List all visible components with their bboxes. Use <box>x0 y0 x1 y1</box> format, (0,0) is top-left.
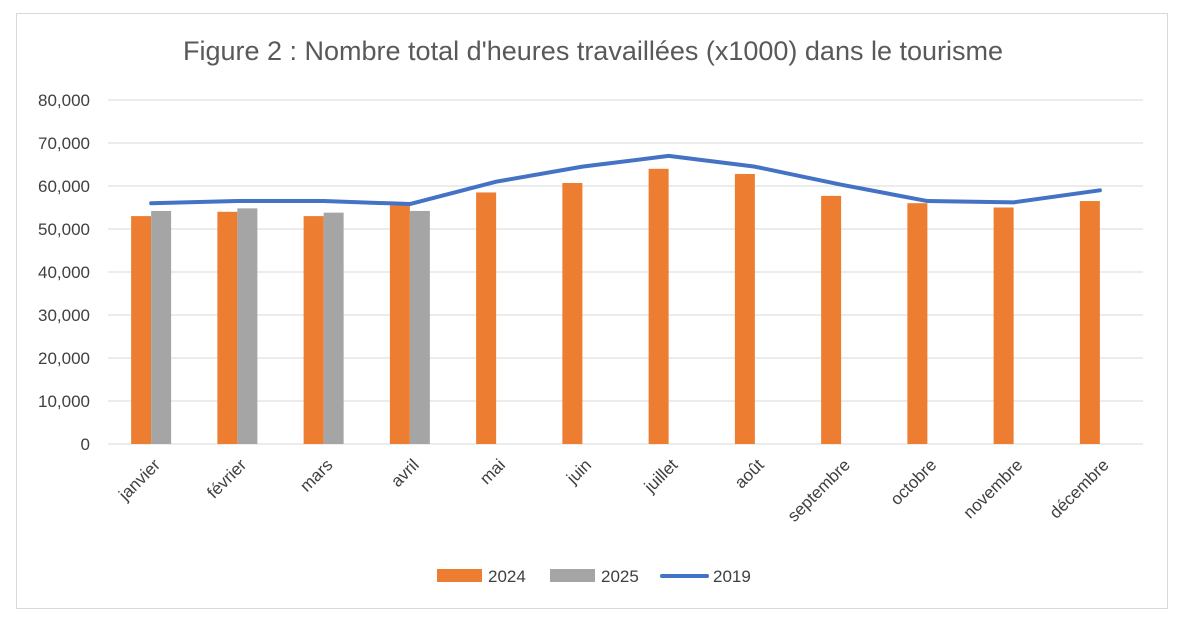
bar-2024-novembre <box>993 207 1014 444</box>
x-tick-label: avril <box>387 455 422 490</box>
legend-label-2024: 2024 <box>488 567 526 586</box>
bar-2025-février <box>237 208 258 444</box>
grid-lines <box>108 99 1143 445</box>
bar-2024-décembre <box>1079 201 1100 444</box>
bar-2024-juillet <box>648 168 669 445</box>
y-tick-label: 10,000 <box>38 392 90 411</box>
x-axis-ticks: janvier février mars avril mai juin juillet aoû… <box>114 455 1112 525</box>
bars <box>131 168 1100 445</box>
y-axis-ticks: 0 10,000 20,000 30,000 40,000 50,000 60,000 70,… <box>38 91 90 454</box>
x-tick-label: juillet <box>640 455 682 497</box>
bar-2024-octobre <box>907 203 928 444</box>
x-tick-label: novembre <box>960 455 1027 522</box>
legend-swatch-2024 <box>437 569 482 582</box>
legend: 2024 2025 2019 <box>437 567 751 586</box>
y-tick-label: 30,000 <box>38 306 90 325</box>
chart-frame <box>16 13 1168 609</box>
x-tick-label: septembre <box>784 455 854 525</box>
bar-2024-avril <box>389 205 410 444</box>
legend-label-2025: 2025 <box>601 567 639 586</box>
bar-2025-mars <box>323 212 344 444</box>
y-tick-label: 80,000 <box>38 91 90 110</box>
x-tick-label: mai <box>476 455 509 488</box>
y-tick-label: 0 <box>81 435 90 454</box>
bar-2024-septembre <box>821 195 842 444</box>
bar-2024-mai <box>476 192 497 444</box>
x-tick-label: décembre <box>1046 455 1113 522</box>
bar-2024-janvier <box>131 216 152 444</box>
bar-2025-avril <box>409 210 430 444</box>
y-tick-label: 20,000 <box>38 349 90 368</box>
y-tick-label: 50,000 <box>38 220 90 239</box>
y-tick-label: 60,000 <box>38 177 90 196</box>
bar-2025-janvier <box>151 210 172 444</box>
legend-label-2019: 2019 <box>713 567 751 586</box>
y-tick-label: 70,000 <box>38 134 90 153</box>
bar-2024-juin <box>562 182 583 445</box>
x-tick-label: octobre <box>887 455 941 509</box>
x-tick-label: juin <box>562 455 595 488</box>
line-2019 <box>149 153 1102 207</box>
bar-2024-février <box>217 211 238 444</box>
x-tick-label: février <box>203 455 250 502</box>
chart-title: Figure 2 : Nombre total d'heures travail… <box>183 36 1003 66</box>
x-tick-label: mars <box>296 455 336 495</box>
bar-2024-août <box>734 173 755 444</box>
legend-swatch-2025 <box>550 569 595 582</box>
x-tick-label: janvier <box>114 455 164 505</box>
x-tick-label: août <box>731 455 768 492</box>
line-series <box>149 153 1102 207</box>
bar-2024-mars <box>303 216 324 444</box>
y-tick-label: 40,000 <box>38 263 90 282</box>
